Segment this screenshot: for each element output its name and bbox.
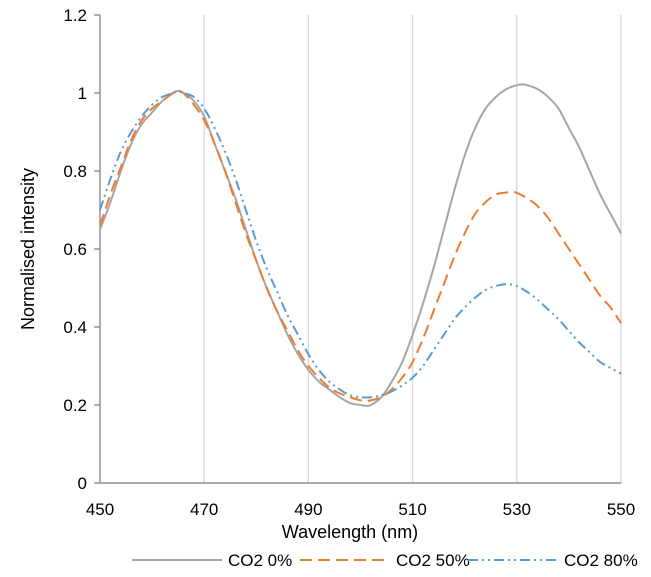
tick-labels: 450 470 490 510 530 550 0 0.2 0.4 0.6 0.8 1 1.2 [63, 6, 635, 519]
series-line-3 [99, 90, 622, 399]
vertical-gridlines [203, 15, 622, 483]
legend-label-3: CO2 80% [564, 551, 638, 570]
x-tick-label-470: 470 [190, 500, 218, 519]
x-axis-title: Wavelength (nm) [282, 522, 418, 542]
axes [94, 14, 621, 484]
x-tick-label-490: 490 [294, 500, 322, 519]
legend: CO2 0% CO2 50% CO2 80% [132, 551, 638, 570]
x-tick-label-510: 510 [398, 500, 426, 519]
legend-label-1: CO2 0% [228, 551, 292, 570]
y-tick-label-0: 0 [78, 474, 87, 493]
x-tick-label-550: 550 [607, 500, 635, 519]
y-tick-label-1: 1 [78, 84, 87, 103]
y-tick-label-1.2: 1.2 [63, 6, 87, 25]
legend-label-2: CO2 50% [396, 551, 470, 570]
x-tick-label-530: 530 [503, 500, 531, 519]
series-line-1 [99, 83, 622, 407]
y-tick-label-0.8: 0.8 [63, 162, 87, 181]
y-axis-title: Normalised intensity [18, 168, 38, 330]
series-line-2 [99, 90, 622, 403]
y-tick-label-0.6: 0.6 [63, 240, 87, 259]
x-tick-label-450: 450 [86, 500, 114, 519]
y-tick-label-0.4: 0.4 [63, 318, 87, 337]
y-tick-label-0.2: 0.2 [63, 396, 87, 415]
series-lines [99, 83, 622, 407]
